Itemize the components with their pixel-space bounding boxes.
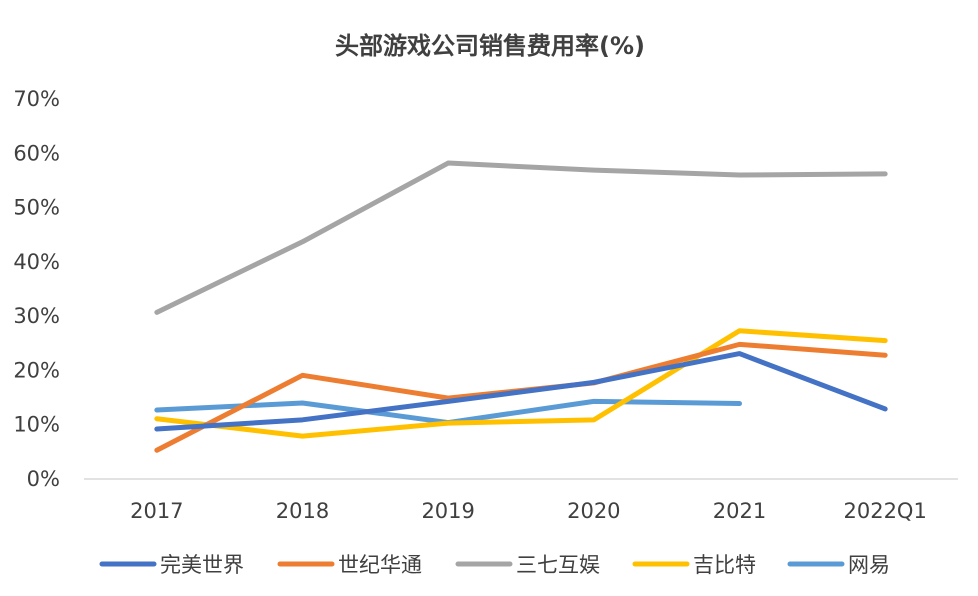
x-tick-label: 2021 xyxy=(713,499,766,523)
x-axis-ticks: 2017 2018 2019 2020 2021 2022Q1 xyxy=(130,499,927,523)
legend: 完美世界 世纪华通 三七互娱 吉比特 网易 xyxy=(99,553,890,577)
legend-label: 吉比特 xyxy=(693,553,756,577)
y-tick-label: 20% xyxy=(13,358,60,382)
x-tick-label: 2018 xyxy=(276,499,329,523)
series-line-3 xyxy=(154,160,888,315)
y-tick-label: 50% xyxy=(13,196,60,220)
y-tick-label: 40% xyxy=(13,250,60,274)
x-tick-label: 2020 xyxy=(567,499,620,523)
x-tick-label: 2017 xyxy=(130,499,183,523)
x-tick-label: 2022Q1 xyxy=(843,499,926,523)
y-tick-label: 0% xyxy=(27,467,60,491)
series-line-2 xyxy=(154,341,888,453)
y-tick-label: 70% xyxy=(13,87,60,111)
y-tick-label: 60% xyxy=(13,141,60,165)
series-line-4 xyxy=(154,328,888,439)
legend-label: 网易 xyxy=(848,553,890,577)
x-tick-label: 2019 xyxy=(421,499,474,523)
y-tick-label: 10% xyxy=(13,413,60,437)
legend-label: 世纪华通 xyxy=(338,553,422,577)
legend-label: 完美世界 xyxy=(160,553,244,577)
series-lines xyxy=(154,160,888,453)
series-line-1 xyxy=(154,351,888,432)
chart-title: 头部游戏公司销售费用率(%) xyxy=(335,32,645,60)
y-tick-label: 30% xyxy=(13,304,60,328)
legend-label: 三七互娱 xyxy=(516,553,600,577)
y-axis-ticks: 0% 10% 20% 30% 40% 50% 60% 70% xyxy=(13,87,60,491)
